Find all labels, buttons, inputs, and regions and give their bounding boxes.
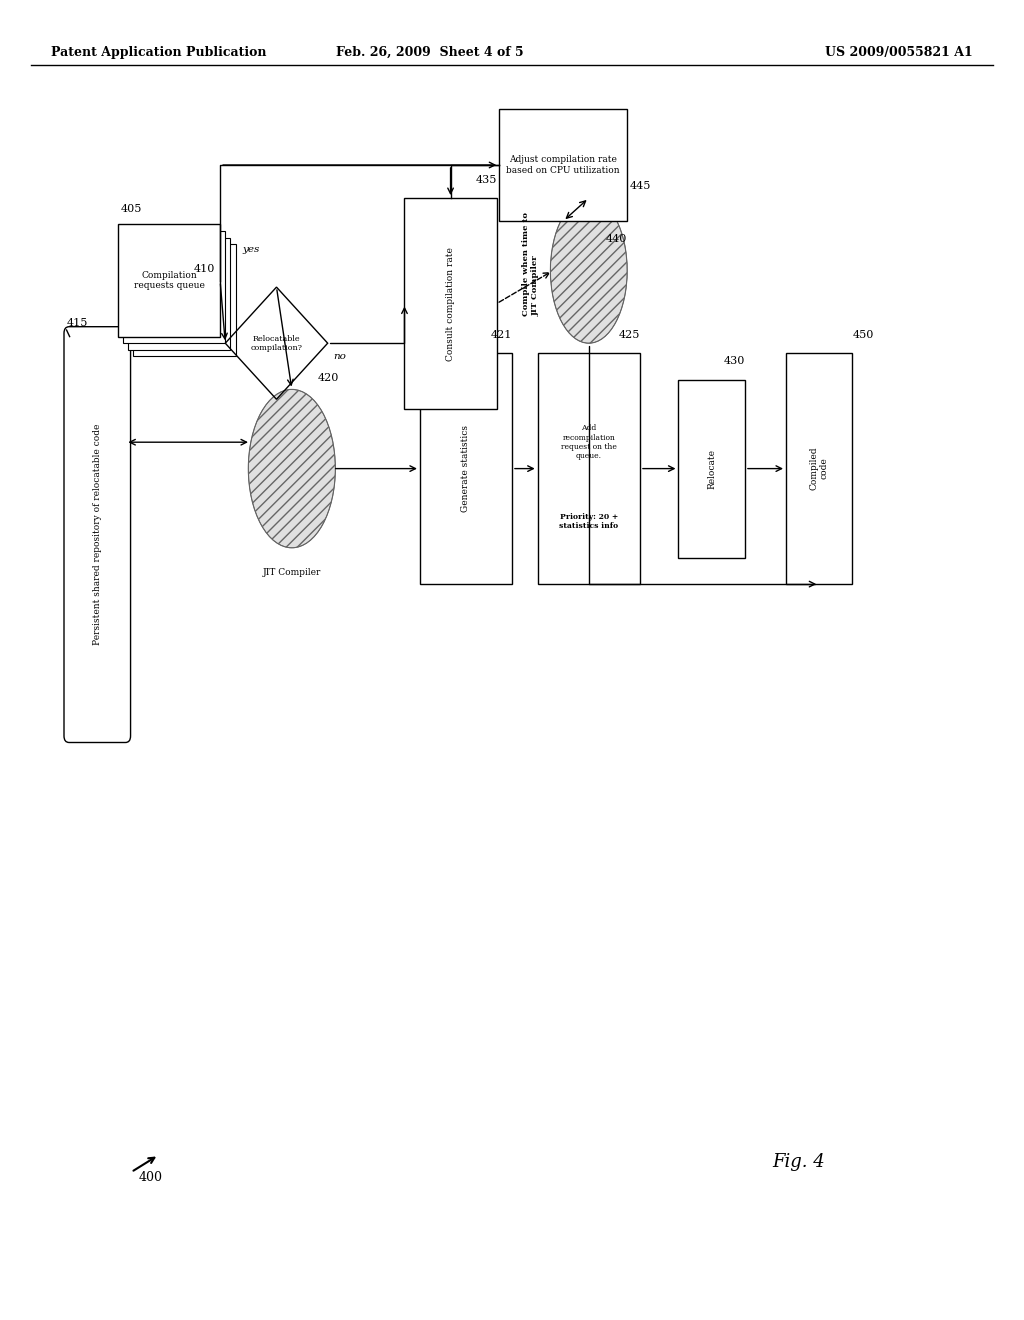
Text: Persistent shared repository of relocatable code: Persistent shared repository of relocata… xyxy=(93,424,101,645)
Text: Relocate: Relocate xyxy=(708,449,716,488)
Text: no: no xyxy=(333,352,346,360)
FancyBboxPatch shape xyxy=(786,354,852,583)
Text: 425: 425 xyxy=(618,330,640,339)
Text: yes: yes xyxy=(243,246,259,253)
FancyBboxPatch shape xyxy=(420,354,512,583)
Text: Consult compilation rate: Consult compilation rate xyxy=(446,247,455,360)
FancyBboxPatch shape xyxy=(123,231,225,343)
Text: US 2009/0055821 A1: US 2009/0055821 A1 xyxy=(825,46,973,59)
Text: Relocatable
compilation?: Relocatable compilation? xyxy=(251,334,302,352)
Ellipse shape xyxy=(551,198,627,343)
FancyBboxPatch shape xyxy=(404,198,497,409)
Text: Patent Application Publication: Patent Application Publication xyxy=(51,46,266,59)
FancyBboxPatch shape xyxy=(118,224,220,337)
Text: 445: 445 xyxy=(630,181,651,191)
Text: Fig. 4: Fig. 4 xyxy=(772,1152,825,1171)
Text: Add
recompilation
request on the
queue.: Add recompilation request on the queue. xyxy=(561,425,616,459)
Text: 420: 420 xyxy=(317,372,339,383)
FancyBboxPatch shape xyxy=(500,110,627,220)
Text: 450: 450 xyxy=(852,330,873,339)
Text: Feb. 26, 2009  Sheet 4 of 5: Feb. 26, 2009 Sheet 4 of 5 xyxy=(336,46,524,59)
Text: Generate statistics: Generate statistics xyxy=(462,425,470,512)
FancyBboxPatch shape xyxy=(538,354,640,583)
Text: 415: 415 xyxy=(67,318,88,329)
Text: 410: 410 xyxy=(194,264,215,275)
Text: 400: 400 xyxy=(138,1171,162,1184)
Text: 430: 430 xyxy=(724,356,744,366)
Text: Compiled
code: Compiled code xyxy=(810,447,828,490)
Text: Adjust compilation rate
based on CPU utilization: Adjust compilation rate based on CPU uti… xyxy=(507,156,620,174)
Text: Compilation
requests queue: Compilation requests queue xyxy=(133,271,205,290)
Text: 435: 435 xyxy=(475,174,497,185)
Text: Priority: 20 +
statistics info: Priority: 20 + statistics info xyxy=(559,512,618,531)
FancyBboxPatch shape xyxy=(133,244,236,356)
FancyBboxPatch shape xyxy=(678,380,745,557)
Text: Compile when time to
JIT Compiler: Compile when time to JIT Compiler xyxy=(522,213,540,315)
FancyBboxPatch shape xyxy=(128,238,230,350)
Text: 405: 405 xyxy=(121,203,142,214)
FancyBboxPatch shape xyxy=(63,327,131,742)
Text: JIT Compiler: JIT Compiler xyxy=(262,568,322,577)
Text: 421: 421 xyxy=(490,330,512,339)
Text: 440: 440 xyxy=(606,235,627,244)
Ellipse shape xyxy=(248,389,335,548)
